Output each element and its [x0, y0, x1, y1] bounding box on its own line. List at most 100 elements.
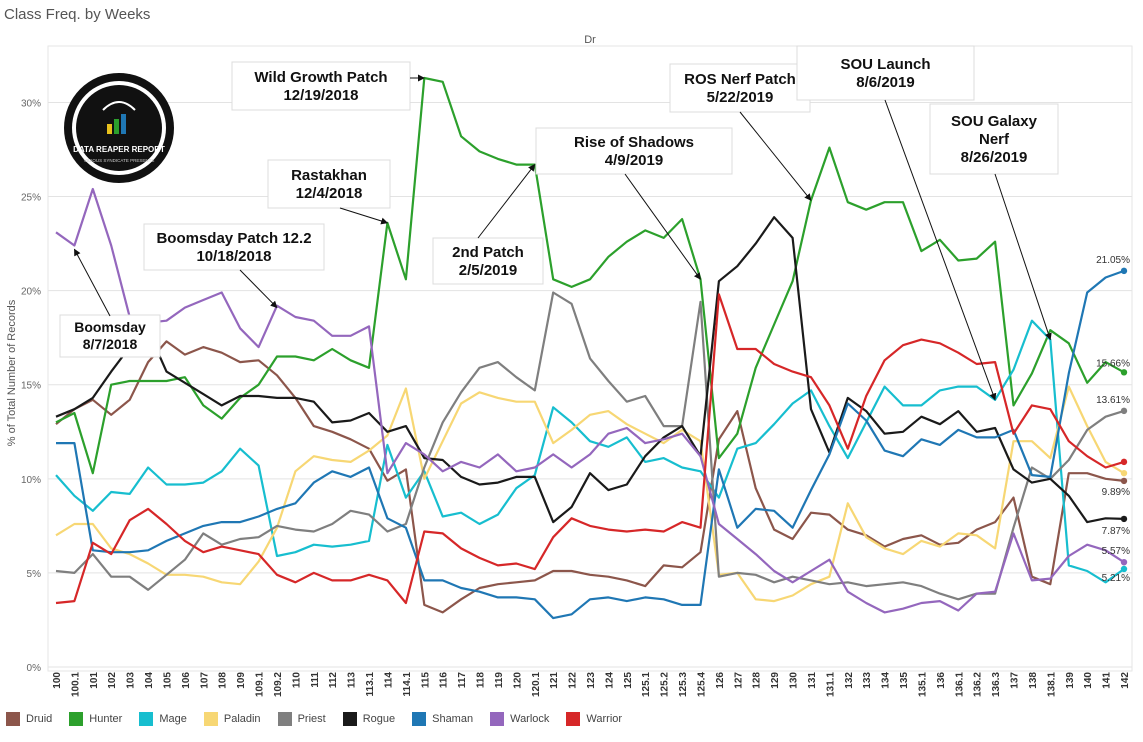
- annotation-text: 8/26/2019: [961, 149, 1028, 166]
- legend-label: Paladin: [223, 713, 261, 725]
- x-tick-label: 140: [1083, 672, 1094, 689]
- legend-item-priest[interactable]: Priest: [277, 712, 326, 726]
- annotation-arrow: [339, 207, 389, 225]
- annotation-text: SOU Galaxy: [951, 113, 1038, 130]
- annotation-box: [535, 127, 733, 175]
- annotation-box: [267, 159, 391, 209]
- x-tick-label: 125.1: [641, 672, 652, 697]
- x-tick-label: 106: [181, 672, 192, 689]
- series-end-point-druid: [1120, 477, 1128, 485]
- x-tick-label: 136.2: [973, 672, 984, 697]
- series-line-warlock: [55, 187, 1125, 614]
- legend-item-hunter[interactable]: Hunter: [69, 712, 122, 726]
- annotation-box: [59, 314, 161, 358]
- annotation-text: Wild Growth Patch: [254, 69, 387, 86]
- column-header: Dr: [584, 34, 596, 46]
- legend-item-paladin[interactable]: Paladin: [203, 712, 261, 726]
- x-tick-label: 100.1: [70, 672, 81, 697]
- x-tick-label: 116: [439, 672, 450, 689]
- legend-swatch: [412, 712, 427, 726]
- x-tick-label: 141: [1102, 672, 1113, 689]
- annotation-text: Rastakhan: [291, 167, 367, 184]
- legend-swatch: [490, 712, 505, 726]
- logo-subtext: VICIOUS SYNDICATE PRESENTS: [84, 158, 155, 163]
- annotation-text: 5/22/2019: [707, 89, 774, 106]
- logo-text: DATA REAPER REPORT: [73, 145, 165, 154]
- x-tick-label: 121: [549, 672, 560, 689]
- annotation: Boomsday Patch 12.210/18/2018: [143, 223, 325, 309]
- annotation-text: ROS Nerf Patch: [684, 71, 796, 88]
- series-end-point-warrior: [1120, 458, 1128, 466]
- legend-item-warrior[interactable]: Warrior: [566, 712, 622, 726]
- x-tick-label: 118: [476, 672, 487, 689]
- x-tick-label: 135: [899, 672, 910, 689]
- annotation-text: SOU Launch: [840, 56, 930, 73]
- series-end-point-mage: [1120, 565, 1128, 573]
- x-tick-label: 114.1: [402, 672, 413, 697]
- series-end-point-warlock: [1120, 558, 1128, 566]
- x-tick-label: 113: [347, 672, 358, 689]
- legend-label: Rogue: [362, 713, 396, 725]
- annotation-text: 12/19/2018: [283, 87, 358, 104]
- x-tick-label: 133: [862, 672, 873, 689]
- x-tick-label: 126: [715, 672, 726, 689]
- series-end-point-priest: [1120, 407, 1128, 415]
- series-lines: [55, 76, 1128, 620]
- legend-swatch: [277, 712, 292, 726]
- end-label-hunter: 15.66%: [1096, 358, 1130, 369]
- x-tick-label: 131: [807, 672, 818, 689]
- x-tick-label: 125.3: [678, 672, 689, 697]
- y-tick-label: 20%: [21, 287, 41, 298]
- legend-label: Druid: [26, 713, 53, 725]
- annotation-text: 2nd Patch: [452, 244, 524, 261]
- x-tick-label: 120.1: [531, 672, 542, 697]
- annotation-text: Boomsday Patch 12.2: [156, 230, 311, 247]
- series-line-mage: [55, 319, 1125, 584]
- x-tick-label: 112: [328, 672, 339, 689]
- legend-item-warlock[interactable]: Warlock: [490, 712, 549, 726]
- x-tick-label: 124: [604, 672, 615, 689]
- series-line-rogue: [55, 216, 1125, 524]
- x-tick-label: 119: [494, 672, 505, 689]
- series-line-hunter: [55, 76, 1125, 475]
- x-tick-label: 129: [770, 672, 781, 689]
- x-tick-label: 128: [752, 672, 763, 689]
- y-tick-label: 0%: [27, 663, 42, 674]
- x-tick-labels: 100 100.1 101 102 103 104 105 106 107 108 109 109.1…: [52, 672, 1131, 697]
- end-label-mage: 5.21%: [1102, 573, 1130, 584]
- annotation-text: Nerf: [979, 131, 1010, 148]
- annotation-text: 12/4/2018: [296, 185, 363, 202]
- line-chart: 0% 5% 10% 15% 20% 25% 30% % of Total Number of…: [6, 45, 1133, 697]
- legend-item-rogue[interactable]: Rogue: [342, 712, 396, 726]
- annotation-arrow: [239, 269, 278, 309]
- legend-item-mage[interactable]: Mage: [139, 712, 187, 726]
- x-tick-label: 139: [1065, 672, 1076, 689]
- y-tick-label: 15%: [21, 381, 41, 392]
- x-tick-label: 107: [199, 672, 210, 689]
- annotation-arrow: [624, 173, 701, 280]
- x-tick-label: 103: [126, 672, 137, 689]
- x-tick-label: 123: [586, 672, 597, 689]
- legend-swatch: [69, 712, 84, 726]
- annotation-arrow: [884, 99, 997, 401]
- legend-item-druid[interactable]: Druid: [6, 712, 52, 726]
- x-tick-label: 136.3: [991, 672, 1002, 697]
- x-tick-label: 132: [844, 672, 855, 689]
- x-tick-label: 125.2: [660, 672, 671, 697]
- annotation-arrow: [73, 248, 111, 317]
- end-value-labels: 9.89% 15.66% 5.21% 13.61% 7.87% 21.05% 5.57%: [1096, 255, 1130, 584]
- x-tick-label: 115: [420, 672, 431, 689]
- annotation-text: Boomsday: [74, 319, 146, 335]
- y-tick-label: 5%: [27, 569, 42, 580]
- series-line-paladin: [55, 385, 1125, 603]
- legend-item-shaman[interactable]: Shaman: [412, 712, 473, 726]
- x-tick-label: 130: [789, 672, 800, 689]
- x-tick-label: 109.2: [273, 672, 284, 697]
- legend-label: Mage: [159, 713, 187, 725]
- end-label-rogue: 7.87%: [1102, 526, 1130, 537]
- annotation-text: 10/18/2018: [196, 248, 271, 265]
